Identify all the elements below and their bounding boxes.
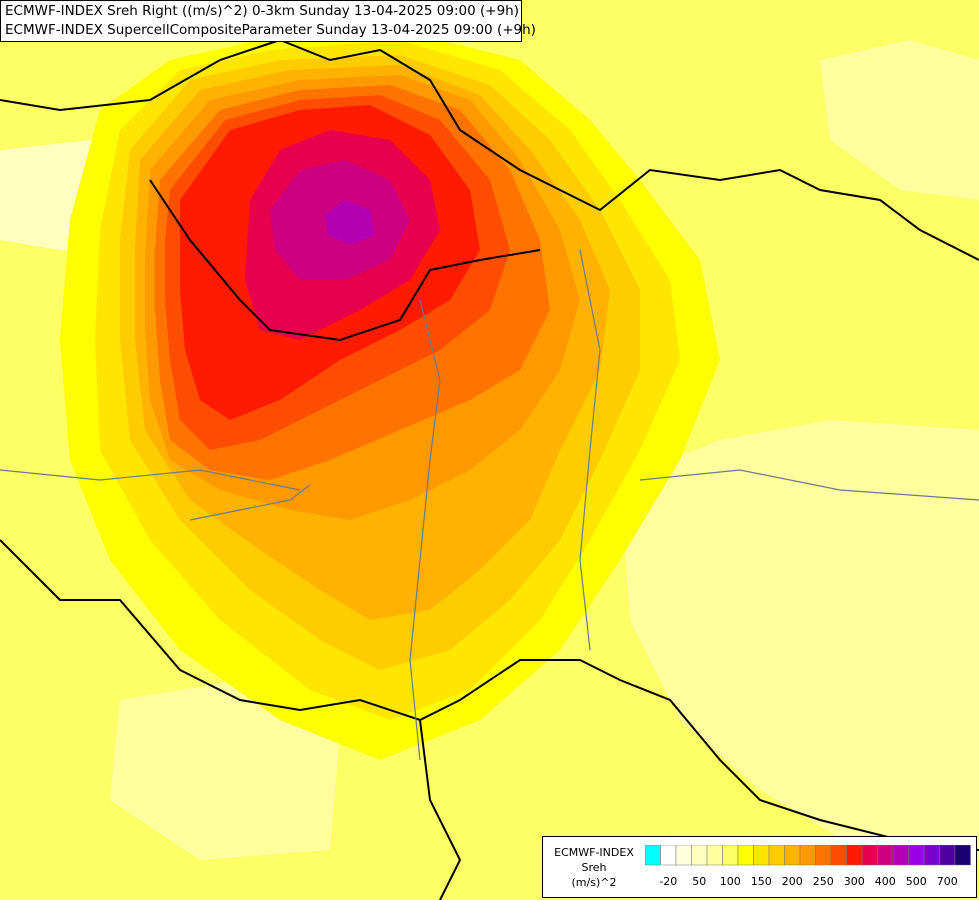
legend-source: ECMWF-INDEX bbox=[554, 846, 634, 859]
legend-swatch bbox=[830, 845, 847, 866]
border-line bbox=[419, 719, 462, 900]
legend-swatch bbox=[706, 845, 723, 866]
legend-swatch bbox=[660, 845, 677, 866]
title-line-1: ECMWF-INDEX Sreh Right ((m/s)^2) 0-3km S… bbox=[5, 3, 519, 19]
legend-swatch bbox=[939, 845, 956, 866]
legend-tick-label: 300 bbox=[843, 875, 865, 888]
legend-swatch bbox=[861, 845, 878, 866]
river-line bbox=[189, 484, 311, 521]
country-borders bbox=[0, 38, 979, 900]
contour-band bbox=[620, 420, 979, 860]
legend-swatch bbox=[753, 845, 770, 866]
legend-swatch bbox=[954, 845, 971, 866]
rivers bbox=[0, 249, 979, 761]
title-box: ECMWF-INDEX Sreh Right ((m/s)^2) 0-3km S… bbox=[0, 0, 536, 42]
legend-tick-label: 200 bbox=[781, 875, 803, 888]
contour-band bbox=[820, 40, 979, 200]
legend-tick-labels: -20 50 100 150 200 250 300 400 500 700 bbox=[645, 875, 975, 891]
legend-swatch bbox=[645, 845, 661, 866]
legend-tick-label: 250 bbox=[812, 875, 834, 888]
legend-swatch bbox=[675, 845, 692, 866]
legend-tick-label: 100 bbox=[719, 875, 741, 888]
legend-tick-label: 50 bbox=[692, 875, 707, 888]
legend-unit: (m/s)^2 bbox=[571, 876, 617, 889]
legend-swatch bbox=[892, 845, 909, 866]
border-line bbox=[0, 38, 979, 261]
legend-swatch bbox=[784, 845, 801, 866]
legend-tick-label: 500 bbox=[905, 875, 927, 888]
title-line-2: ECMWF-INDEX SupercellCompositeParameter … bbox=[5, 22, 536, 38]
legend-swatch bbox=[722, 845, 739, 866]
legend-swatch bbox=[877, 845, 894, 866]
sreh-contours bbox=[0, 30, 979, 860]
legend: ECMWF-INDEX Sreh (m/s)^2 -20 50 100 150 200 2… bbox=[542, 836, 977, 898]
legend-swatch bbox=[815, 845, 832, 866]
river-line bbox=[0, 469, 301, 491]
legend-swatch bbox=[923, 845, 940, 866]
legend-swatch bbox=[691, 845, 708, 866]
legend-swatch bbox=[737, 845, 754, 866]
legend-tick-label: -20 bbox=[659, 875, 678, 888]
legend-tick-label: 400 bbox=[874, 875, 896, 888]
river-line bbox=[579, 249, 601, 651]
contour-band bbox=[110, 680, 340, 860]
legend-swatch bbox=[799, 845, 816, 866]
river-line bbox=[409, 299, 441, 761]
legend-swatch bbox=[846, 845, 863, 866]
legend-parameter: Sreh bbox=[581, 861, 607, 874]
legend-tick-label: 700 bbox=[936, 875, 958, 888]
legend-swatch bbox=[908, 845, 925, 866]
legend-text: ECMWF-INDEX Sreh (m/s)^2 bbox=[549, 845, 639, 890]
legend-tick-label: 150 bbox=[750, 875, 772, 888]
border-line bbox=[0, 539, 979, 851]
legend-color-bar bbox=[645, 845, 971, 866]
river-line bbox=[639, 469, 979, 501]
border-line bbox=[149, 179, 541, 342]
contour-band bbox=[325, 200, 375, 245]
legend-swatch bbox=[768, 845, 785, 866]
